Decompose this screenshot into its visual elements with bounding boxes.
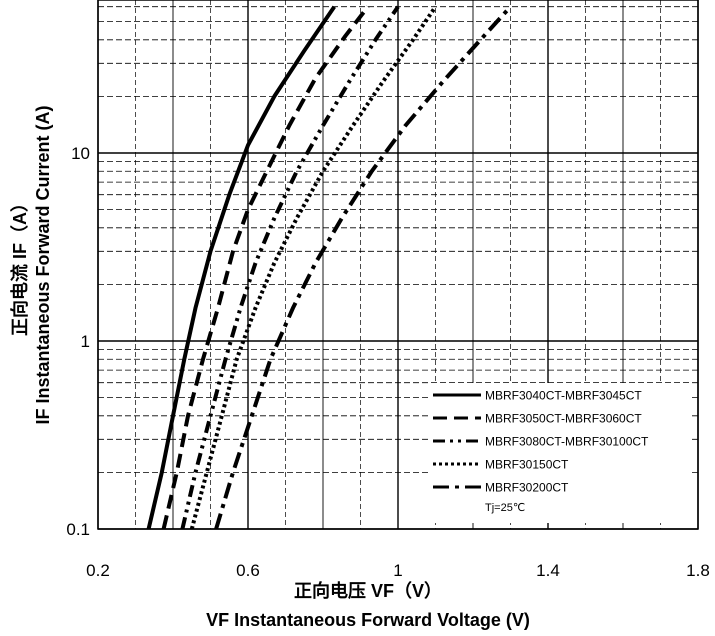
legend-label: MBRF3050CT-MBRF3060CT — [485, 412, 642, 426]
series-line-2 — [161, 5, 370, 529]
legend-label: MBRF3040CT-MBRF3045CT — [485, 389, 642, 403]
x-tick-label: 0.2 — [86, 561, 110, 580]
legend-label: MBRF30150CT — [485, 458, 569, 472]
legend: MBRF3040CT-MBRF3045CT MBRF3050CT-MBRF3060… — [428, 383, 692, 523]
y-tick-label: 0.1 — [66, 520, 90, 539]
y-axis-title: IF Instantaneous Forward Current (A) — [33, 105, 53, 424]
series-line-3 — [180, 5, 400, 529]
x-tick-label: 1 — [393, 561, 402, 580]
series-line-5 — [214, 5, 512, 529]
series-line-4 — [189, 5, 438, 529]
series-line-1 — [146, 5, 336, 529]
x-tick-labels: 0.2 0.6 1 1.4 1.8 — [86, 561, 710, 580]
x-axis-title-cn: 正向电压 VF（V） — [294, 580, 442, 601]
y-tick-label: 10 — [71, 144, 90, 163]
plot-border — [97, 0, 699, 530]
x-tick-label: 1.4 — [536, 561, 560, 580]
legend-note: Tj=25℃ — [485, 502, 525, 514]
x-axis-title: VF Instantaneous Forward Voltage (V) — [206, 610, 530, 630]
plot-frame — [97, 0, 699, 530]
series-group — [146, 5, 512, 529]
legend-label: MBRF3080CT-MBRF30100CT — [485, 435, 649, 449]
legend-box — [428, 383, 692, 523]
y-axis-title-cn: 正向电流 IF（A） — [9, 194, 30, 336]
x-tick-label: 1.8 — [686, 561, 710, 580]
x-tick-label: 0.6 — [236, 561, 260, 580]
legend-label: MBRF30200CT — [485, 481, 569, 495]
y-tick-labels: 0.1 1 10 — [66, 144, 90, 539]
y-tick-label: 1 — [81, 332, 90, 351]
